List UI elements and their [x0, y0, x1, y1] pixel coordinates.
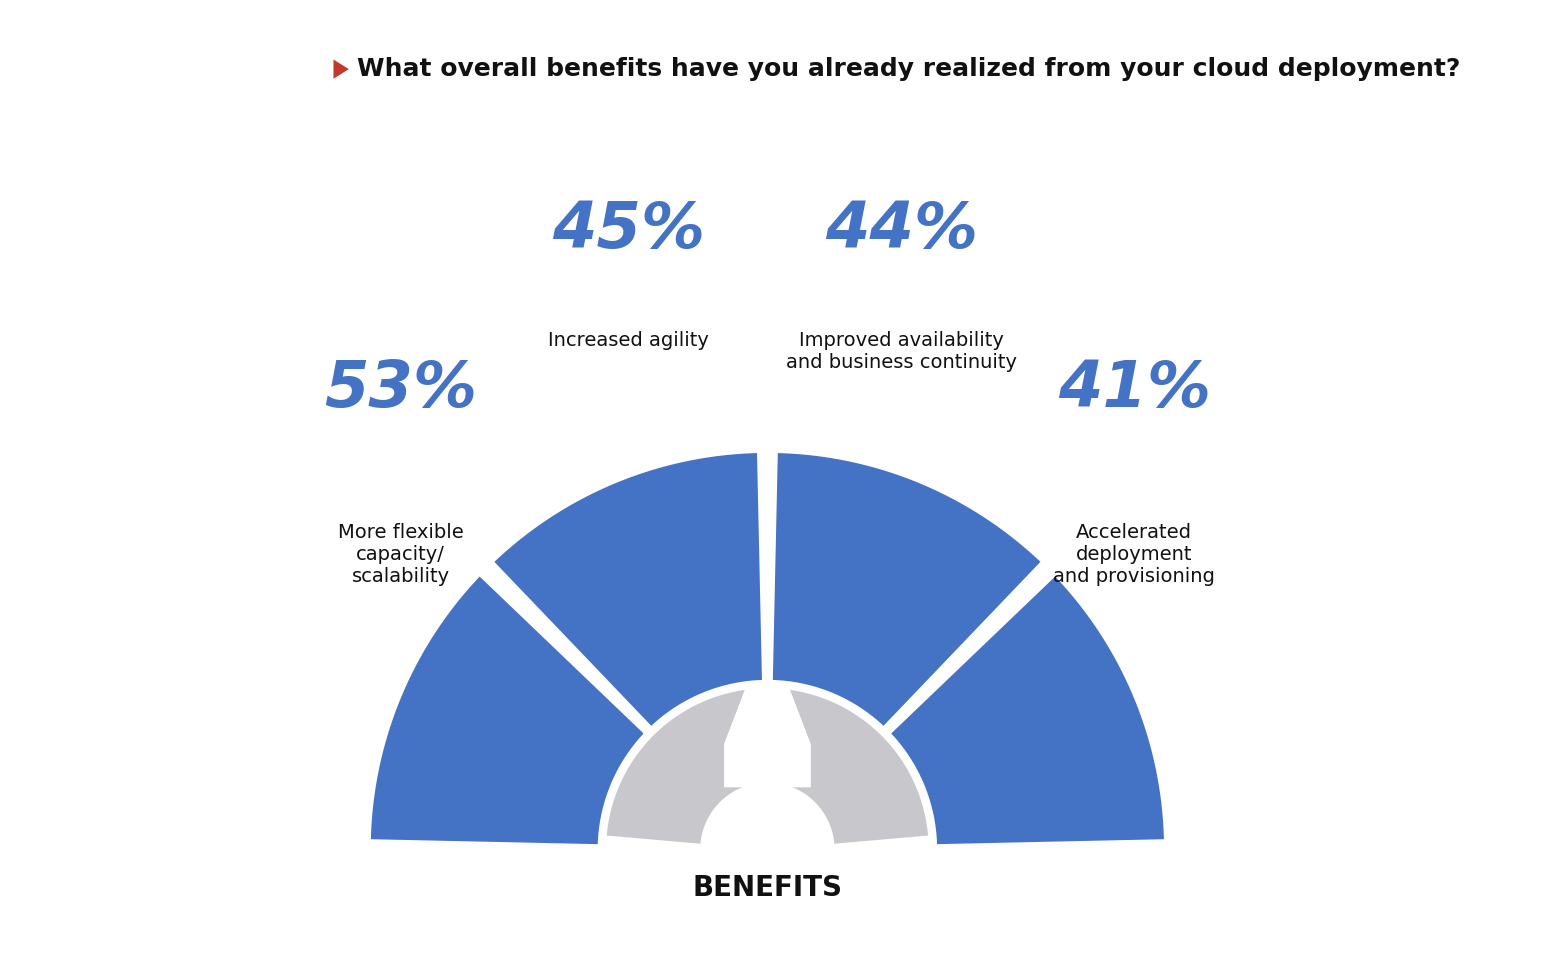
Text: What overall benefits have you already realized from your cloud deployment?: What overall benefits have you already r… [356, 58, 1459, 82]
Text: 44%: 44% [825, 200, 979, 261]
Text: More flexible
capacity/
scalability: More flexible capacity/ scalability [337, 523, 463, 587]
Polygon shape [600, 682, 936, 850]
Text: Increased agility: Increased agility [547, 331, 709, 350]
Polygon shape [724, 686, 811, 850]
Polygon shape [370, 574, 646, 846]
Polygon shape [771, 451, 1043, 729]
Text: 41%: 41% [1058, 358, 1211, 420]
Text: 53%: 53% [325, 358, 477, 420]
Polygon shape [493, 451, 763, 729]
Text: Accelerated
deployment
and provisioning: Accelerated deployment and provisioning [1054, 523, 1215, 587]
Text: Improved availability
and business continuity: Improved availability and business conti… [786, 331, 1018, 372]
Text: 45%: 45% [552, 200, 704, 261]
Polygon shape [606, 688, 928, 844]
Polygon shape [334, 60, 348, 79]
Polygon shape [889, 574, 1166, 846]
Polygon shape [606, 688, 928, 844]
Text: BENEFITS: BENEFITS [693, 874, 842, 901]
Polygon shape [724, 686, 811, 850]
